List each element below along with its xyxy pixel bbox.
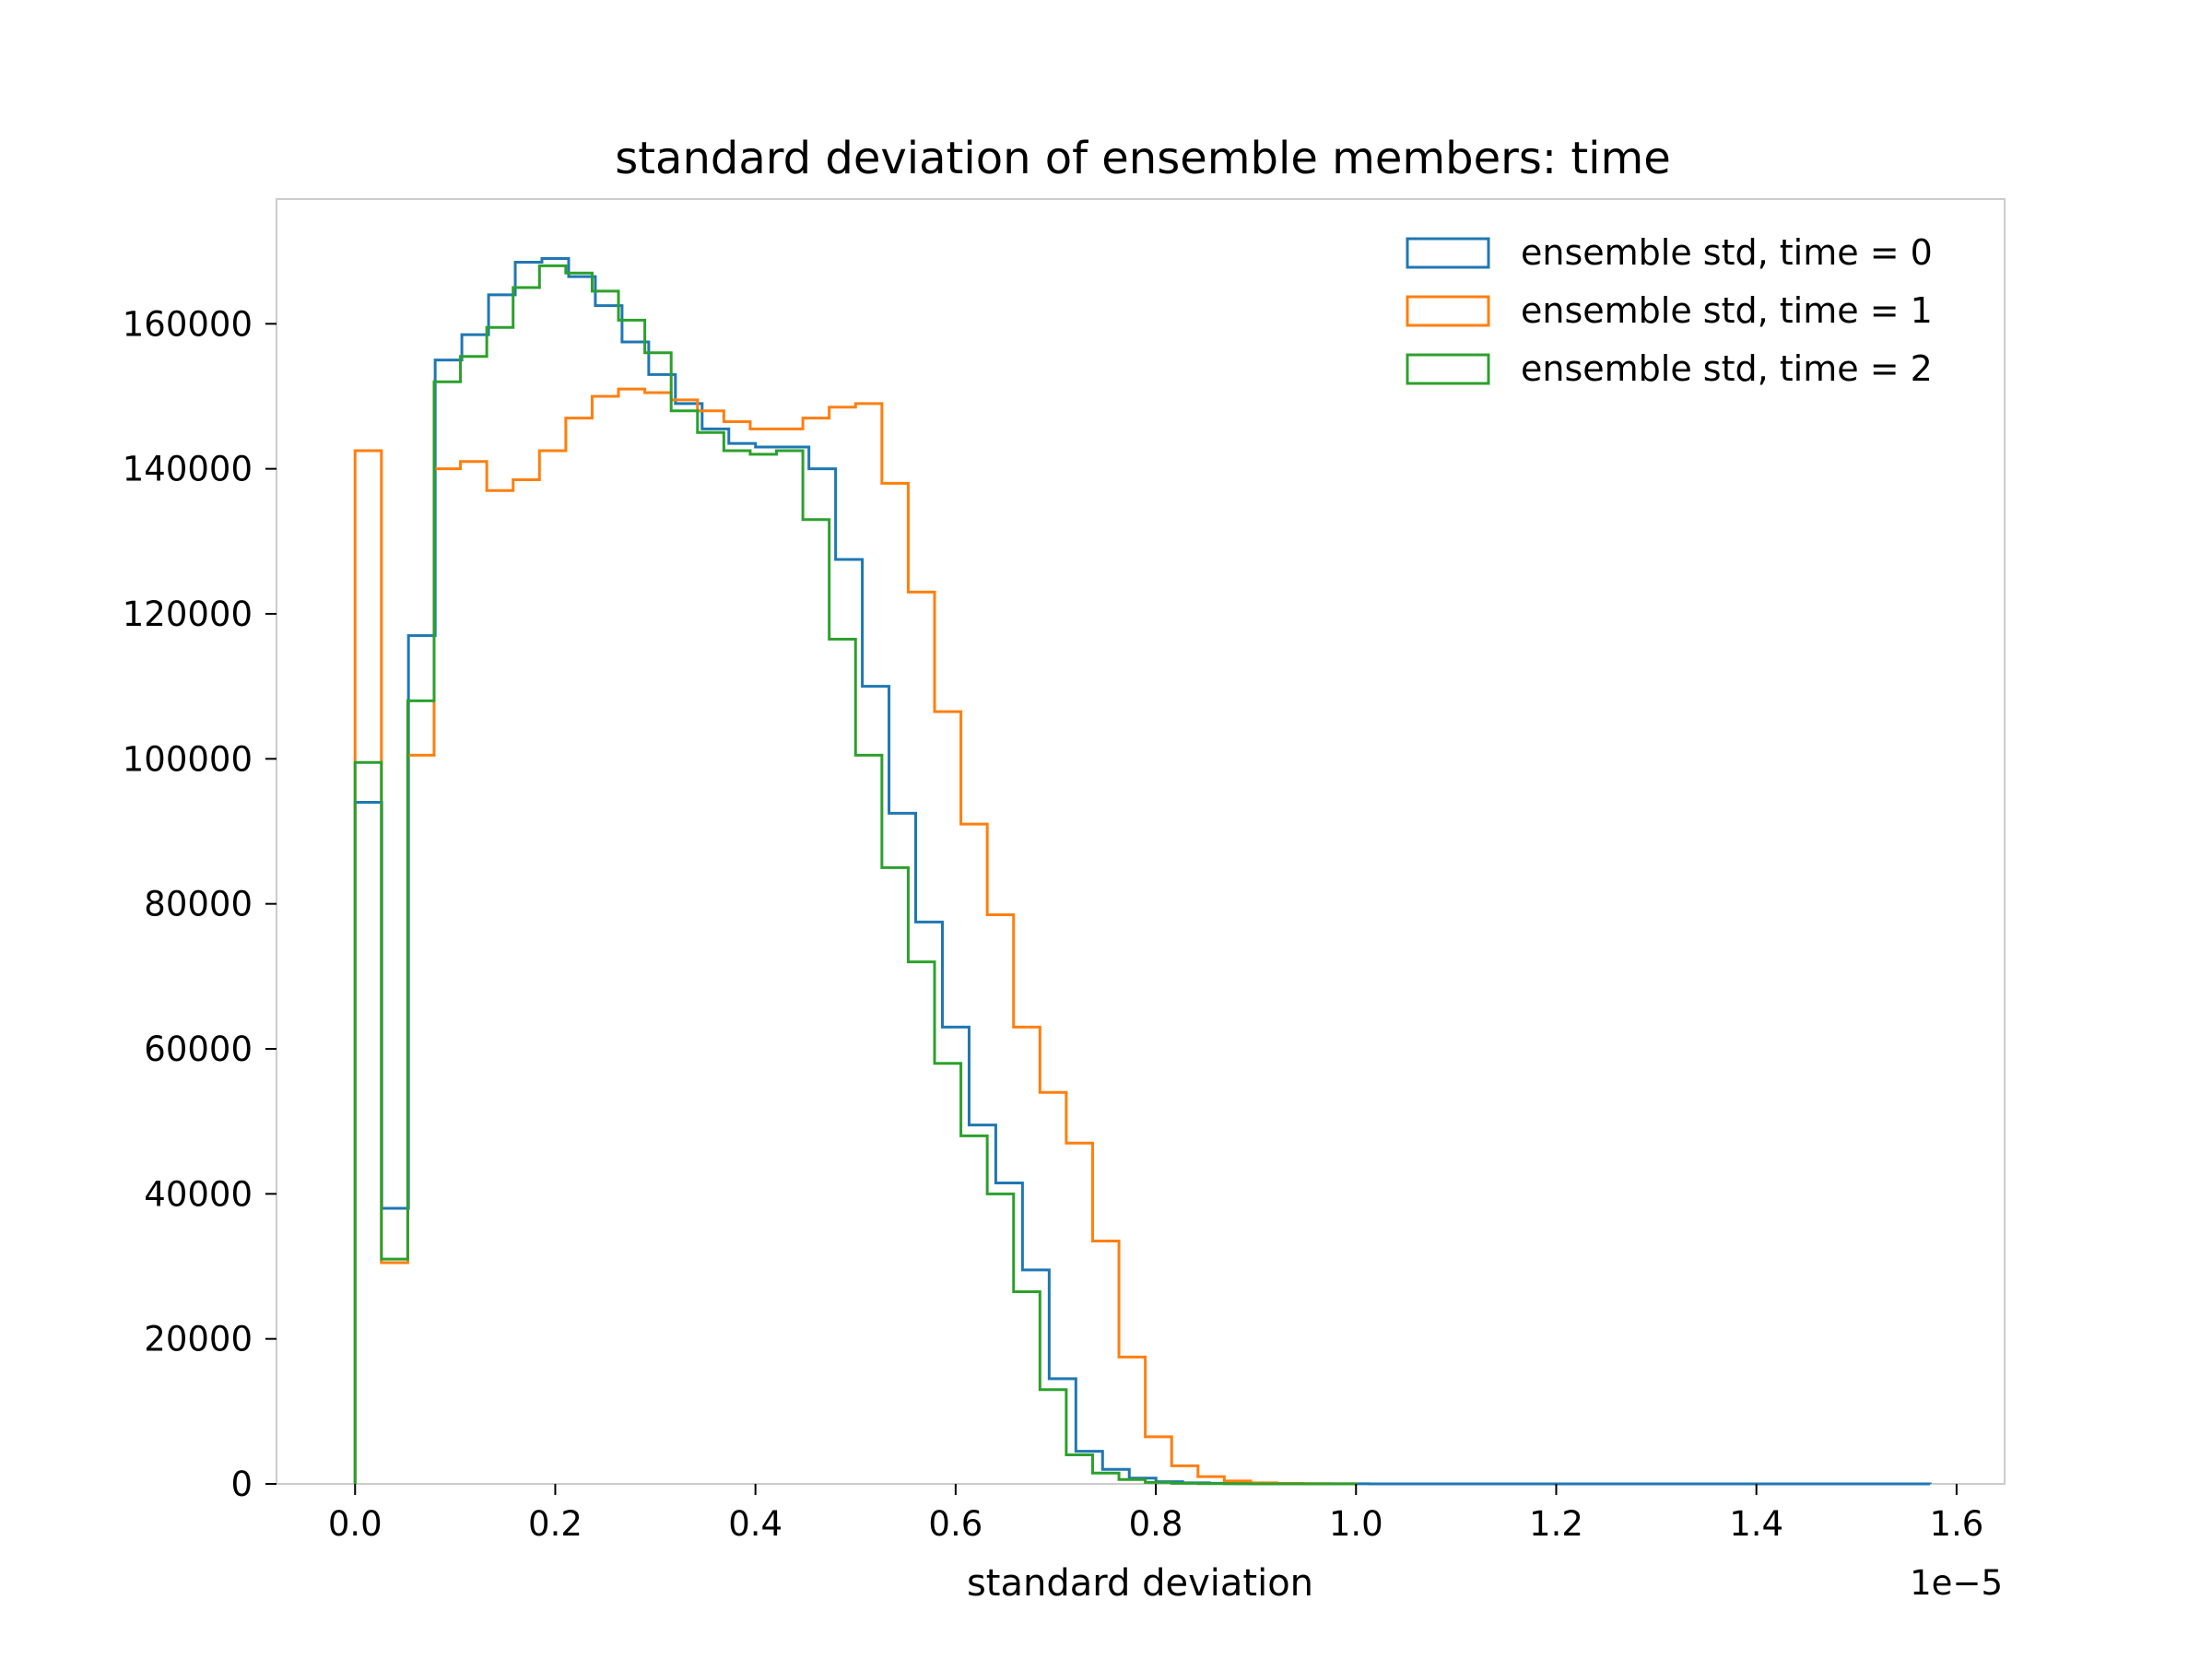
legend-label: ensemble std, time = 1: [1521, 290, 1933, 331]
x-axis-label: standard deviation: [967, 1562, 1313, 1605]
x-tick-label: 0.2: [528, 1504, 582, 1544]
chart-title: standard deviation of ensemble members: …: [615, 133, 1671, 184]
legend: ensemble std, time = 0 ensemble std, time…: [1406, 232, 1933, 389]
x-tick-label: 1.4: [1729, 1504, 1783, 1544]
plot-frame: [276, 198, 2006, 1485]
x-tick-label: 1.2: [1529, 1504, 1583, 1544]
x-axis-offset-label: 1e−5: [1910, 1563, 2003, 1603]
x-tick-label: 1.6: [1929, 1504, 1983, 1544]
legend-swatch: [1406, 237, 1490, 269]
x-axis: 0.0 0.2 0.4 0.6 0.8 1.0 1.2 1.4 1.6: [328, 1484, 1983, 1544]
legend-swatch: [1406, 295, 1490, 327]
legend-swatch: [1406, 353, 1490, 385]
x-tick-label: 0.6: [928, 1504, 982, 1544]
y-axis: 0 20000 40000 60000 80000 100000 120000 140000 1…: [123, 304, 276, 1504]
plot-area: [276, 198, 2006, 1486]
series-layer: [353, 257, 1932, 1486]
y-tick-label: 40000: [144, 1174, 253, 1214]
x-tick-label: 1.0: [1329, 1504, 1383, 1544]
y-tick-label: 60000: [144, 1030, 253, 1069]
y-tick-label: 120000: [123, 594, 253, 634]
x-tick-label: 0.8: [1129, 1504, 1183, 1544]
y-tick-label: 80000: [144, 885, 253, 924]
y-tick-label: 20000: [144, 1320, 253, 1359]
y-tick-label: 160000: [123, 304, 253, 344]
legend-label: ensemble std, time = 2: [1521, 348, 1933, 389]
series-step-line-2: [353, 264, 1358, 1486]
x-tick-label: 0.4: [728, 1504, 782, 1544]
legend-label: ensemble std, time = 0: [1521, 232, 1933, 273]
series-step-line-1: [353, 387, 1358, 1486]
series-step-line-0: [353, 257, 1932, 1486]
y-tick-label: 100000: [123, 739, 253, 779]
x-tick-label: 0.0: [328, 1504, 382, 1544]
y-tick-label: 140000: [123, 450, 253, 489]
y-tick-label: 0: [230, 1465, 253, 1504]
